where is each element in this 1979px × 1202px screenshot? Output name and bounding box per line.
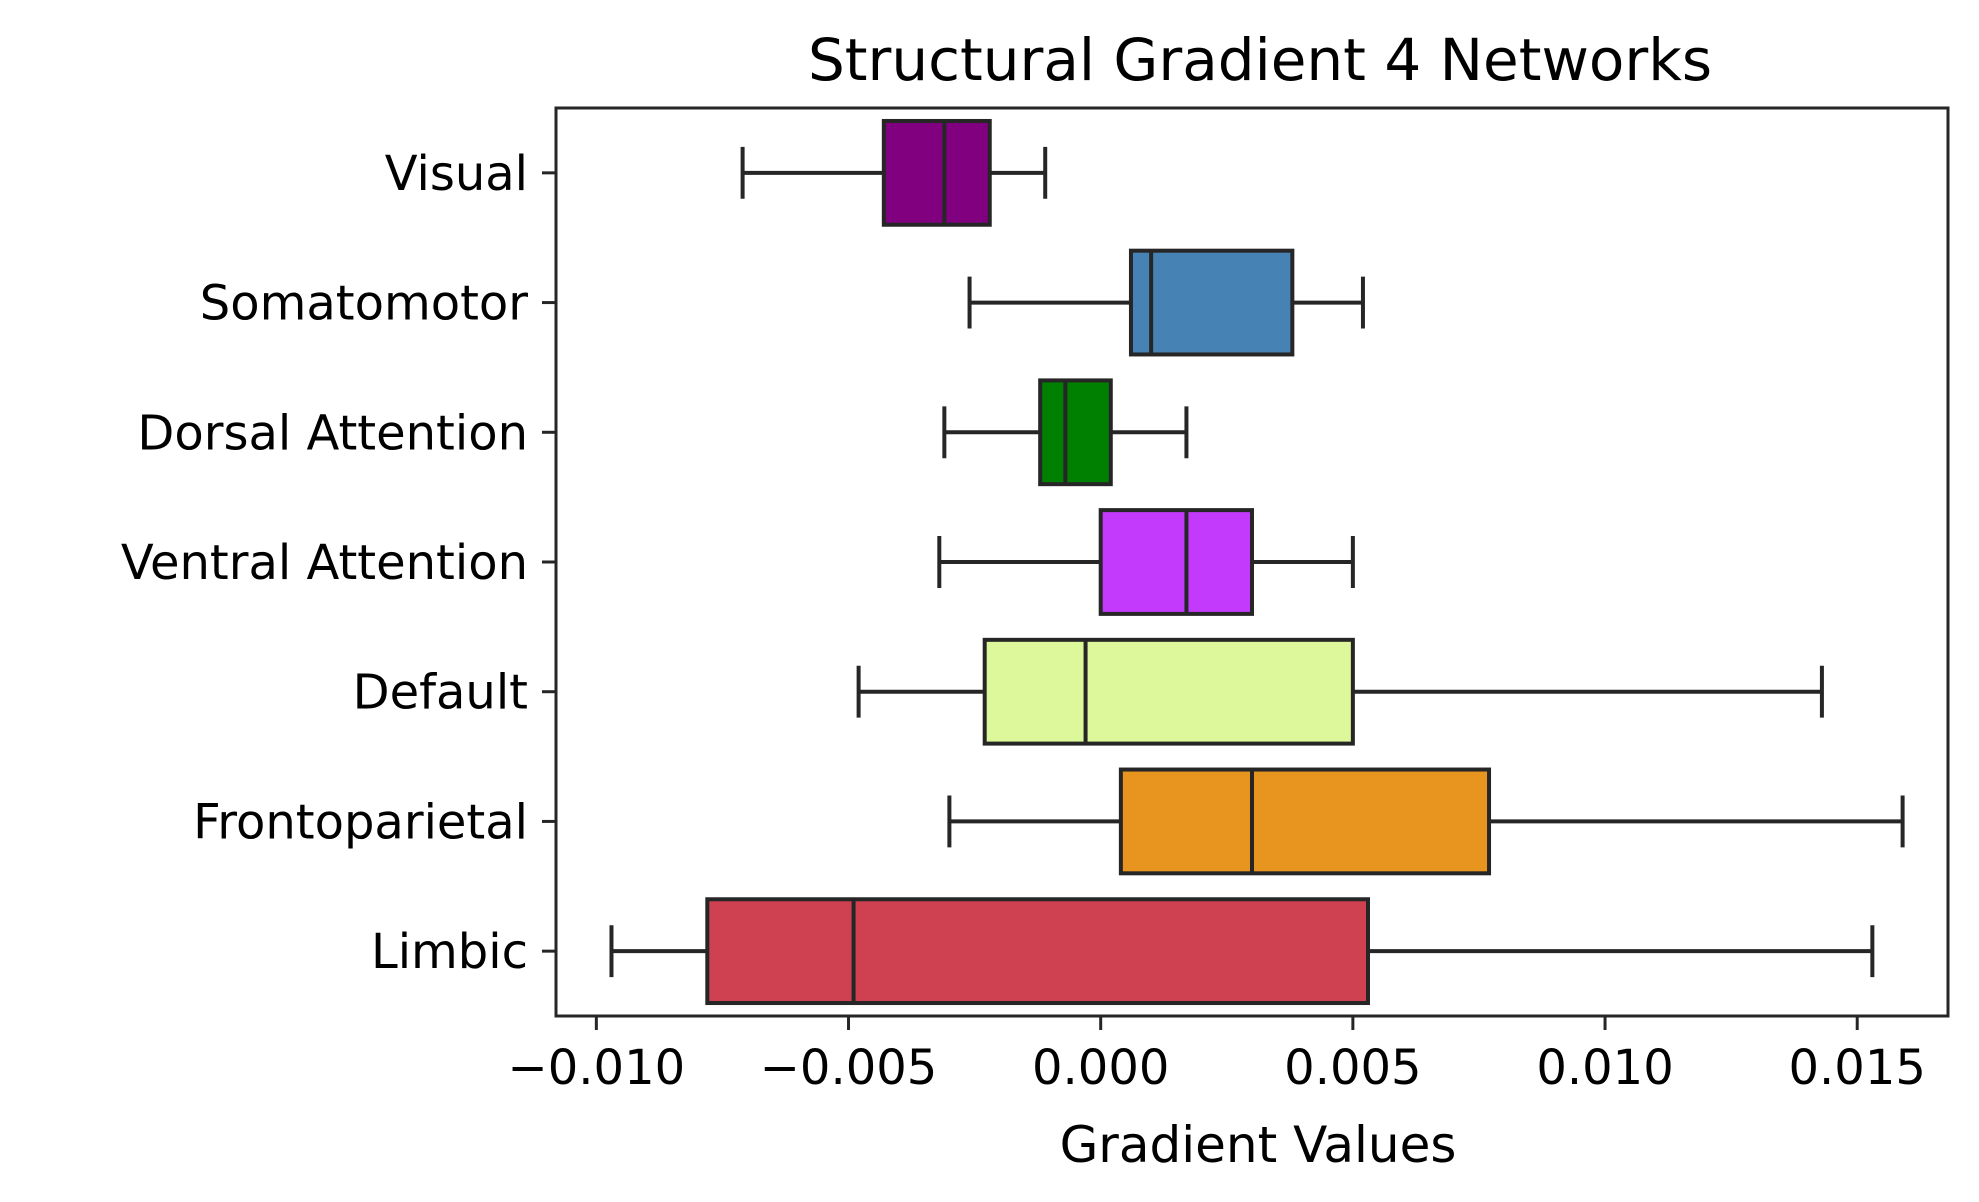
x-tick-label: 0.015 <box>1789 1040 1926 1096</box>
y-tick-label: Limbic <box>371 924 528 980</box>
x-tick-label: 0.010 <box>1536 1040 1673 1096</box>
iqr-box-ventral-attention <box>1098 508 1255 616</box>
x-tick-label: −0.010 <box>508 1040 686 1096</box>
y-tick-label: Somatomotor <box>200 276 529 332</box>
x-tick-label: 0.005 <box>1284 1040 1421 1096</box>
y-tick-label: Dorsal Attention <box>137 405 528 461</box>
box-frontoparietal <box>947 767 1905 876</box>
x-axis-label: Gradient Values <box>1060 1116 1457 1174</box>
iqr-box-default <box>982 637 1355 746</box>
iqr-box-dorsal-attention <box>1038 378 1113 487</box>
plot-marks <box>609 118 1905 1006</box>
x-tick-label: −0.005 <box>760 1040 938 1096</box>
iqr-box-visual <box>881 118 992 227</box>
iqr-box-frontoparietal <box>1118 767 1492 876</box>
iqr-box-limbic <box>705 897 1370 1006</box>
x-axis: −0.010 −0.005 0.000 0.005 0.010 0.015 <box>508 1016 1926 1096</box>
y-tick-label: Default <box>353 665 528 721</box>
x-tick-label: 0.000 <box>1032 1040 1169 1096</box>
y-tick-label: Visual <box>385 146 528 202</box>
y-tick-label: Ventral Attention <box>121 535 528 591</box>
box-somatomotor <box>967 248 1365 357</box>
chart-title: Structural Gradient 4 Networks <box>808 26 1712 94</box>
box-limbic <box>609 897 1875 1006</box>
iqr-box-somatomotor <box>1128 248 1295 357</box>
y-tick-label: Frontoparietal <box>193 794 528 850</box>
box-visual <box>740 118 1048 227</box>
y-axis: Visual Somatomotor Dorsal Attention Ventral… <box>121 146 556 980</box>
box-ventral-attention <box>937 508 1355 616</box>
box-default <box>856 637 1824 746</box>
box-dorsal-attention <box>942 378 1189 487</box>
